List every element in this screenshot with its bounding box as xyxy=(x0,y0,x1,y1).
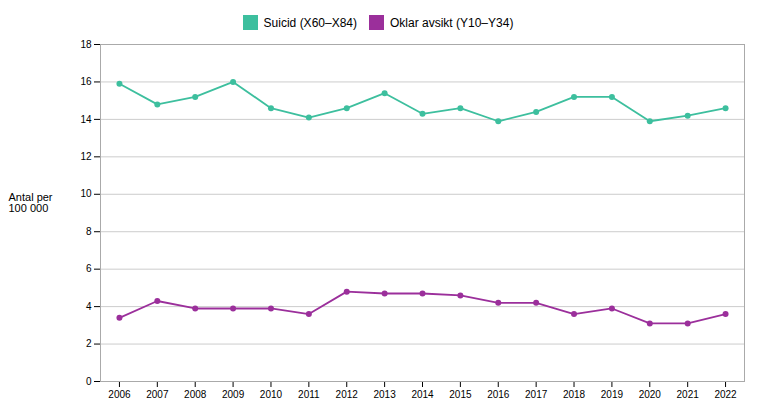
svg-text:8: 8 xyxy=(86,226,92,237)
svg-text:2021: 2021 xyxy=(677,389,700,400)
svg-text:2006: 2006 xyxy=(108,389,131,400)
svg-text:14: 14 xyxy=(80,114,92,125)
svg-text:Antal per100 000: Antal per100 000 xyxy=(9,191,53,214)
html-text:Oklar avsikt (Y10–Y34): Oklar avsikt (Y10–Y34) xyxy=(390,15,514,30)
svg-text:2008: 2008 xyxy=(184,389,207,400)
svg-text:2013: 2013 xyxy=(373,389,396,400)
svg-text:2: 2 xyxy=(86,338,92,349)
svg-text:6: 6 xyxy=(86,263,92,274)
html-text:Suicid (X60–X84): Suicid (X60–X84) xyxy=(263,15,357,30)
svg-text:2009: 2009 xyxy=(222,389,245,400)
svg-text:2020: 2020 xyxy=(639,389,662,400)
svg-text:2017: 2017 xyxy=(525,389,548,400)
svg-text:2007: 2007 xyxy=(146,389,169,400)
svg-text:2010: 2010 xyxy=(260,389,283,400)
svg-text:16: 16 xyxy=(80,76,92,87)
svg-text:18: 18 xyxy=(80,39,92,50)
svg-text:2019: 2019 xyxy=(601,389,624,400)
svg-text:12: 12 xyxy=(80,151,92,162)
svg-text:4: 4 xyxy=(86,301,92,312)
svg-text:2018: 2018 xyxy=(563,389,586,400)
svg-text:2011: 2011 xyxy=(298,389,320,400)
svg-text:2012: 2012 xyxy=(336,389,359,400)
svg-text:10: 10 xyxy=(80,188,92,199)
svg-text:2016: 2016 xyxy=(487,389,510,400)
svg-text:2015: 2015 xyxy=(449,389,472,400)
svg-text:2014: 2014 xyxy=(411,389,434,400)
svg-text:0: 0 xyxy=(86,376,92,387)
svg-text:2022: 2022 xyxy=(714,389,737,400)
